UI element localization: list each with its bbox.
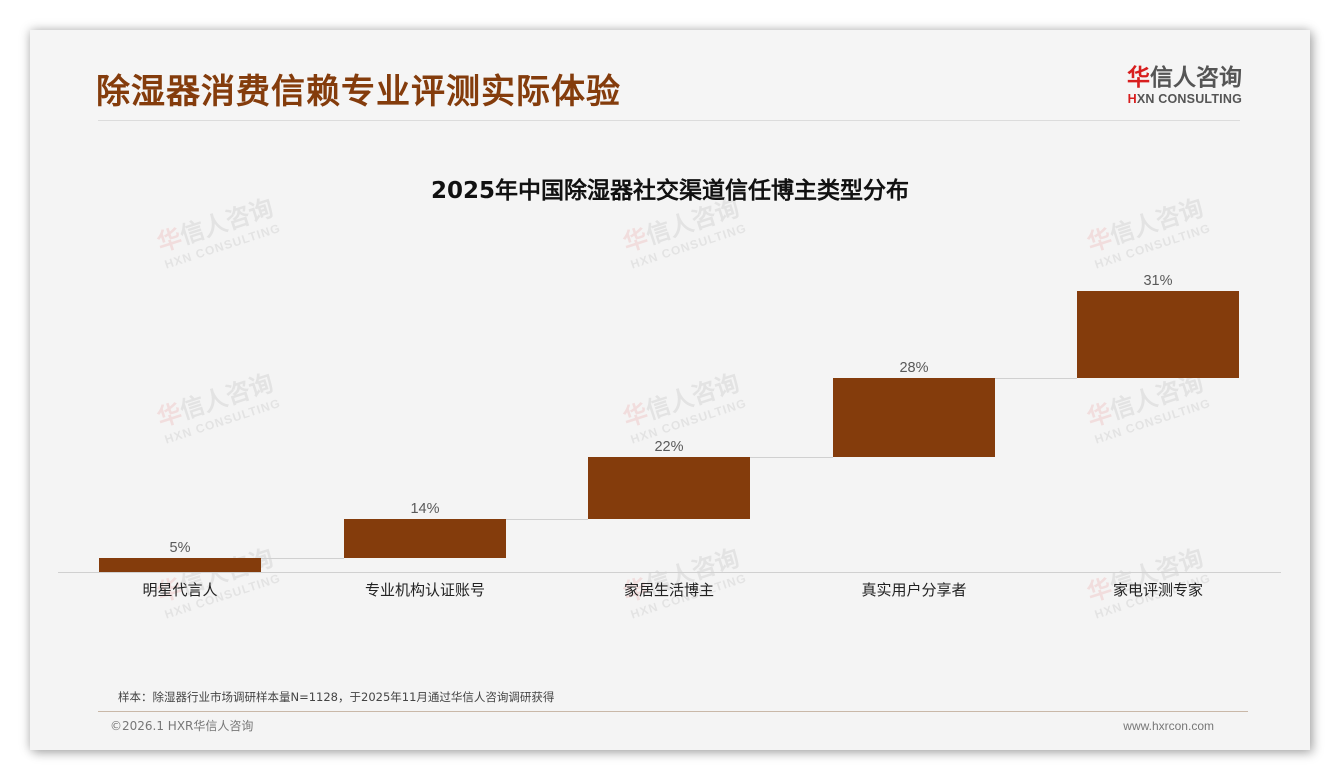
connector-line <box>750 457 833 458</box>
footer-divider <box>98 711 1248 712</box>
logo-en-text: XN CONSULTING <box>1136 92 1242 106</box>
bar-1 <box>99 557 261 572</box>
page-title: 除湿器消费信赖专业评测实际体验 <box>96 72 621 112</box>
slide: 除湿器消费信赖专业评测实际体验 华信人咨询 HXN CONSULTING 华信人… <box>30 30 1310 750</box>
brand-logo: 华信人咨询 HXN CONSULTING <box>1112 64 1242 106</box>
value-label: 5% <box>169 539 191 556</box>
category-label: 真实用户分享者 <box>861 581 967 599</box>
bar-2 <box>344 518 506 558</box>
copyright-text: ©2026.1 HXR华信人咨询 <box>110 719 254 733</box>
value-label: 31% <box>1143 273 1173 289</box>
category-label: 明星代言人 <box>142 581 218 599</box>
value-label: 28% <box>899 360 929 377</box>
x-axis-line <box>58 572 1281 573</box>
logo-en: HXN CONSULTING <box>1112 92 1242 106</box>
bar-5 <box>1077 291 1239 379</box>
sample-footnote: 样本：除湿器行业市场调研样本量N=1128，于2025年11月通过华信人咨询调研… <box>118 690 555 704</box>
connector-line <box>261 558 344 559</box>
connector-line <box>995 378 1077 379</box>
bar-3 <box>588 456 750 519</box>
header-band <box>30 30 1310 120</box>
value-label: 14% <box>410 500 440 517</box>
category-label: 家居生活博主 <box>623 581 714 599</box>
value-label: 22% <box>654 438 684 455</box>
connector-line <box>506 519 588 520</box>
chart-plot-area: 5% 明星代言人 14% 专业机构认证账号 22% 家居生活博主 28% 真实用户分享者 31%… <box>30 30 1310 750</box>
category-label: 家电评测专家 <box>1112 581 1203 599</box>
logo-cn-text: 信人咨询 <box>1150 65 1242 91</box>
chart-title: 2025年中国除湿器社交渠道信任博主类型分布 <box>430 178 909 204</box>
website-link[interactable]: www.hxrcon.com <box>1123 719 1214 733</box>
logo-cn-accent: 华 <box>1127 65 1150 91</box>
logo-cn: 华信人咨询 <box>1112 64 1242 92</box>
logo-en-accent: H <box>1127 92 1137 106</box>
category-label: 专业机构认证账号 <box>364 581 485 599</box>
header-divider <box>98 120 1240 121</box>
bar-4 <box>833 378 995 457</box>
